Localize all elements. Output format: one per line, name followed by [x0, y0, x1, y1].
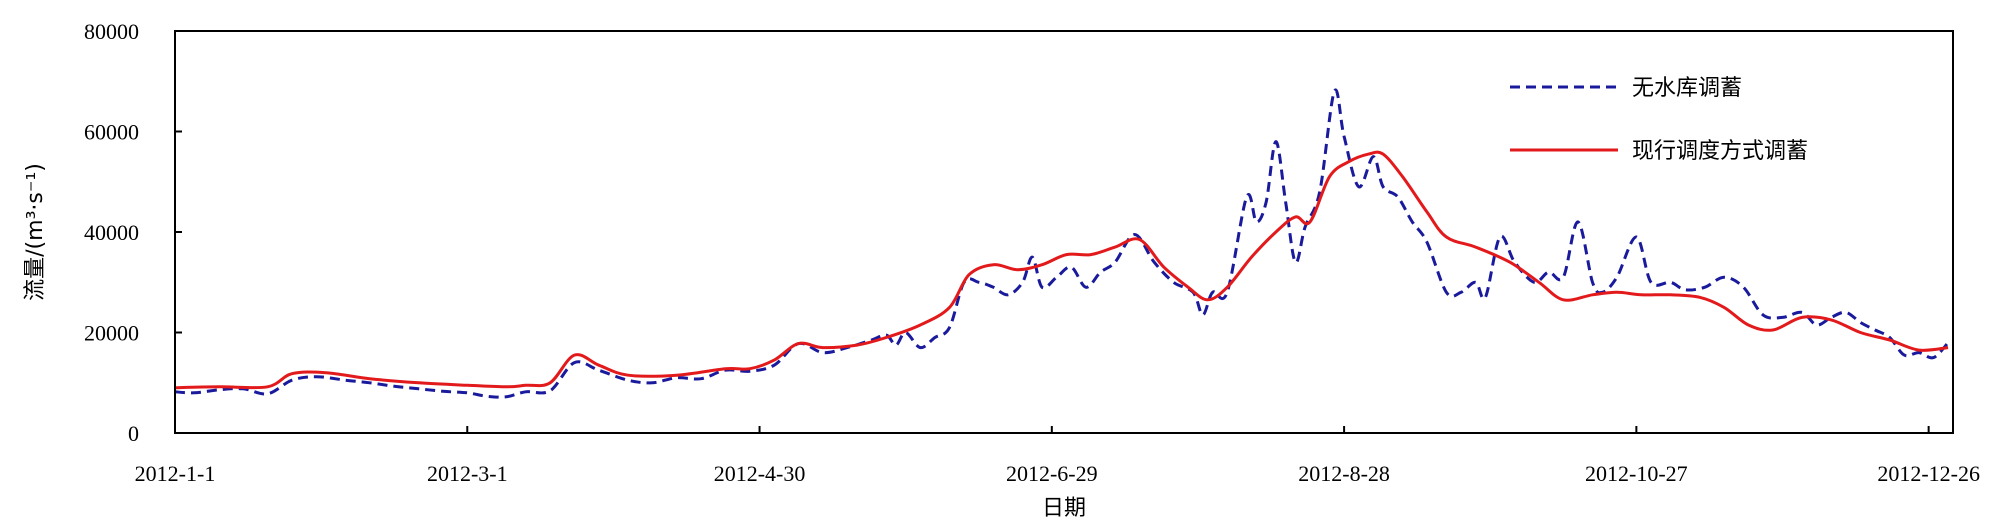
- legend: 无水库调蓄 现行调度方式调蓄: [1510, 76, 1808, 164]
- y-axis-title: 流量/(m³·s⁻¹): [23, 163, 48, 301]
- ticks-layer: 2012-1-1 2012-3-1 2012-4-30 2012-6-29 2012-8…: [84, 19, 1980, 486]
- series-line-no-reservoir: [174, 88, 1950, 399]
- x-tick-label: 2012-4-30: [714, 461, 806, 486]
- series-line-current-operation: [174, 150, 1949, 390]
- y-tick-label: 20000: [84, 321, 139, 346]
- x-tick-label: 2012-1-1: [135, 461, 216, 486]
- x-tick-label: 2012-10-27: [1585, 461, 1688, 486]
- legend-label-current-operation: 现行调度方式调蓄: [1632, 139, 1808, 164]
- x-axis-title: 日期: [1042, 496, 1086, 521]
- legend-label-no-reservoir: 无水库调蓄: [1632, 76, 1742, 101]
- x-tick-label: 2012-12-26: [1877, 461, 1980, 486]
- y-tick-label: 80000: [84, 19, 139, 44]
- y-tick-label: 60000: [84, 120, 139, 145]
- x-tick-label: 2012-3-1: [427, 461, 508, 486]
- x-tick-label: 2012-8-28: [1298, 461, 1390, 486]
- x-tick-label: 2012-6-29: [1006, 461, 1098, 486]
- y-tick-label: 40000: [84, 220, 139, 245]
- series-layer: [174, 88, 1950, 399]
- y-tick-label: 0: [128, 421, 139, 446]
